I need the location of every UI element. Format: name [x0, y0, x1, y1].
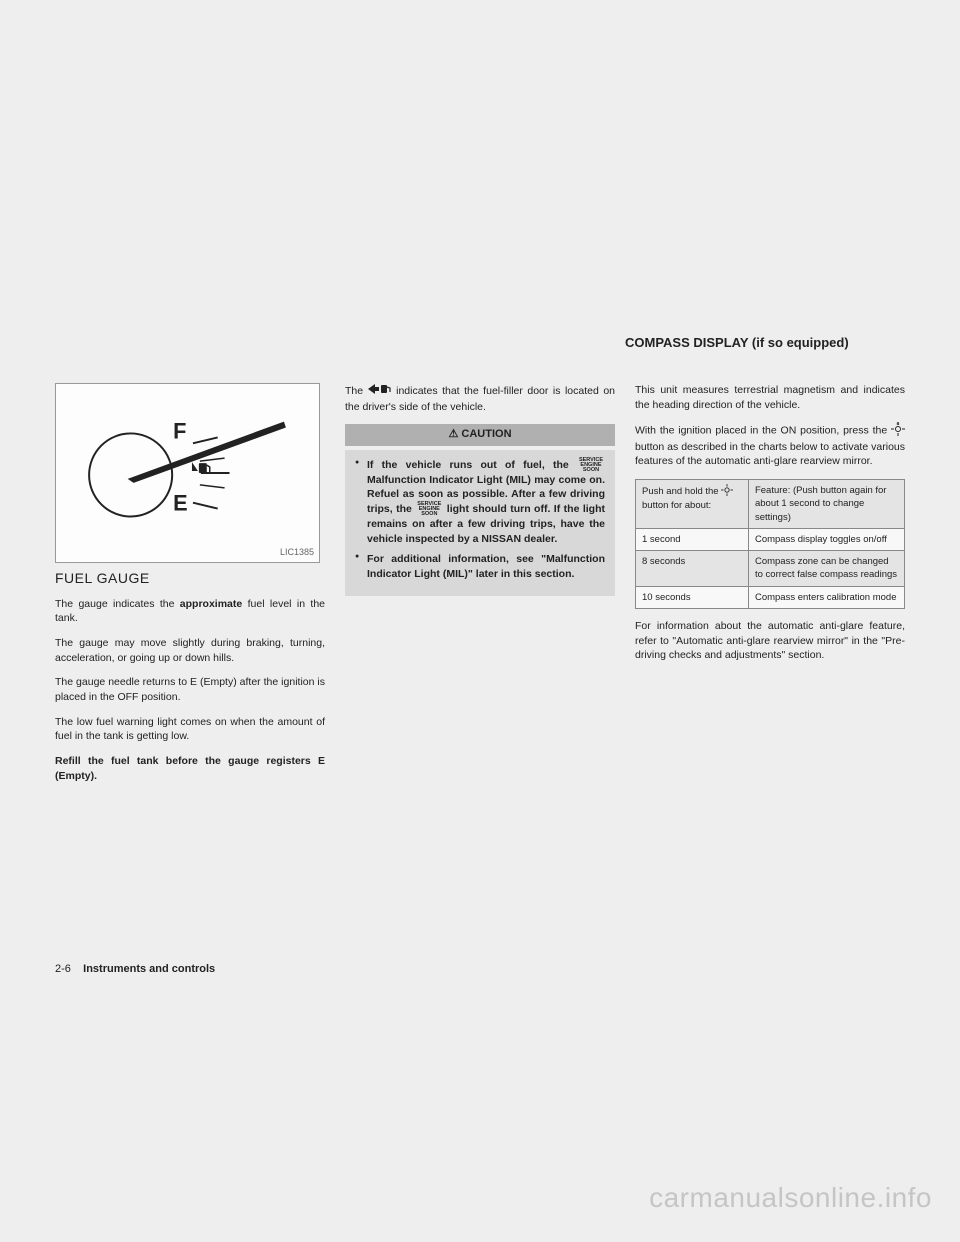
warning-icon: ⚠: [448, 428, 458, 440]
compass-button-icon: [721, 484, 733, 499]
table-cell: 10 seconds: [636, 586, 749, 608]
table-cell: 1 second: [636, 528, 749, 550]
caution-body: If the vehicle runs out of fuel, the SER…: [345, 450, 615, 596]
table-cell: Feature: (Push button again for about 1 …: [748, 479, 904, 528]
table-cell: 8 seconds: [636, 551, 749, 587]
para: With the ignition placed in the ON posit…: [635, 422, 905, 469]
manual-page: COMPASS DISPLAY (if so equipped) F E: [55, 335, 905, 975]
para: For information about the automatic anti…: [635, 619, 905, 663]
watermark: carmanualsonline.info: [649, 1182, 932, 1214]
gauge-e-label: E: [173, 491, 188, 516]
svg-text:N: N: [897, 422, 900, 426]
page-footer: 2-6 Instruments and controls: [55, 963, 215, 975]
para: The gauge may move slightly during braki…: [55, 636, 325, 665]
para: This unit measures terrestrial magnetism…: [635, 383, 905, 412]
caution-item: If the vehicle runs out of fuel, the SER…: [355, 458, 605, 547]
fuel-gauge-heading: FUEL GAUGE: [55, 569, 325, 589]
table-row: 8 seconds Compass zone can be changed to…: [636, 551, 905, 587]
compass-table: Push and hold the button for about:: [635, 479, 905, 609]
caution-item: For additional information, see "Malfunc…: [355, 552, 605, 581]
table-cell: Push and hold the button for about:: [636, 479, 749, 528]
caution-header: ⚠ CAUTION: [345, 424, 615, 445]
compass-title: COMPASS DISPLAY (if so equipped): [625, 335, 849, 350]
column-middle: The indicates that the fuel-filler door …: [345, 383, 615, 793]
service-engine-icon: SERVICE ENGINE SOON: [577, 458, 605, 473]
para: The low fuel warning light comes on when…: [55, 715, 325, 744]
fuel-pump-icon: [185, 462, 210, 473]
para: The gauge needle returns to E (Empty) af…: [55, 675, 325, 704]
para: The indicates that the fuel-filler door …: [345, 383, 615, 414]
fuel-gauge-figure: F E LIC1385: [55, 383, 320, 563]
table-row: Push and hold the button for about:: [636, 479, 905, 528]
caution-label: CAUTION: [461, 428, 511, 440]
table-cell: Compass zone can be changed to correct f…: [748, 551, 904, 587]
figure-code: LIC1385: [280, 546, 314, 559]
column-right: This unit measures terrestrial magnetism…: [635, 383, 905, 793]
fuel-gauge-svg: F E: [56, 384, 319, 562]
footer-section: Instruments and controls: [83, 963, 215, 975]
table-cell: Compass enters calibration mode: [748, 586, 904, 608]
para: Refill the fuel tank before the gauge re…: [55, 754, 325, 783]
fuel-arrow-icon: [368, 383, 392, 400]
section-header: COMPASS DISPLAY (if so equipped): [625, 335, 905, 350]
gauge-f-label: F: [173, 418, 186, 443]
column-left: F E LIC1385: [55, 383, 325, 793]
compass-button-icon: N: [891, 422, 905, 439]
service-engine-icon: SERVICE ENGINE SOON: [415, 502, 443, 517]
table-row: 1 second Compass display toggles on/off: [636, 528, 905, 550]
table-cell: Compass display toggles on/off: [748, 528, 904, 550]
table-row: 10 seconds Compass enters calibration mo…: [636, 586, 905, 608]
page-number: 2-6: [55, 963, 71, 975]
para: The gauge indicates the approximate fuel…: [55, 597, 325, 626]
content-columns: F E LIC1385: [55, 383, 905, 793]
